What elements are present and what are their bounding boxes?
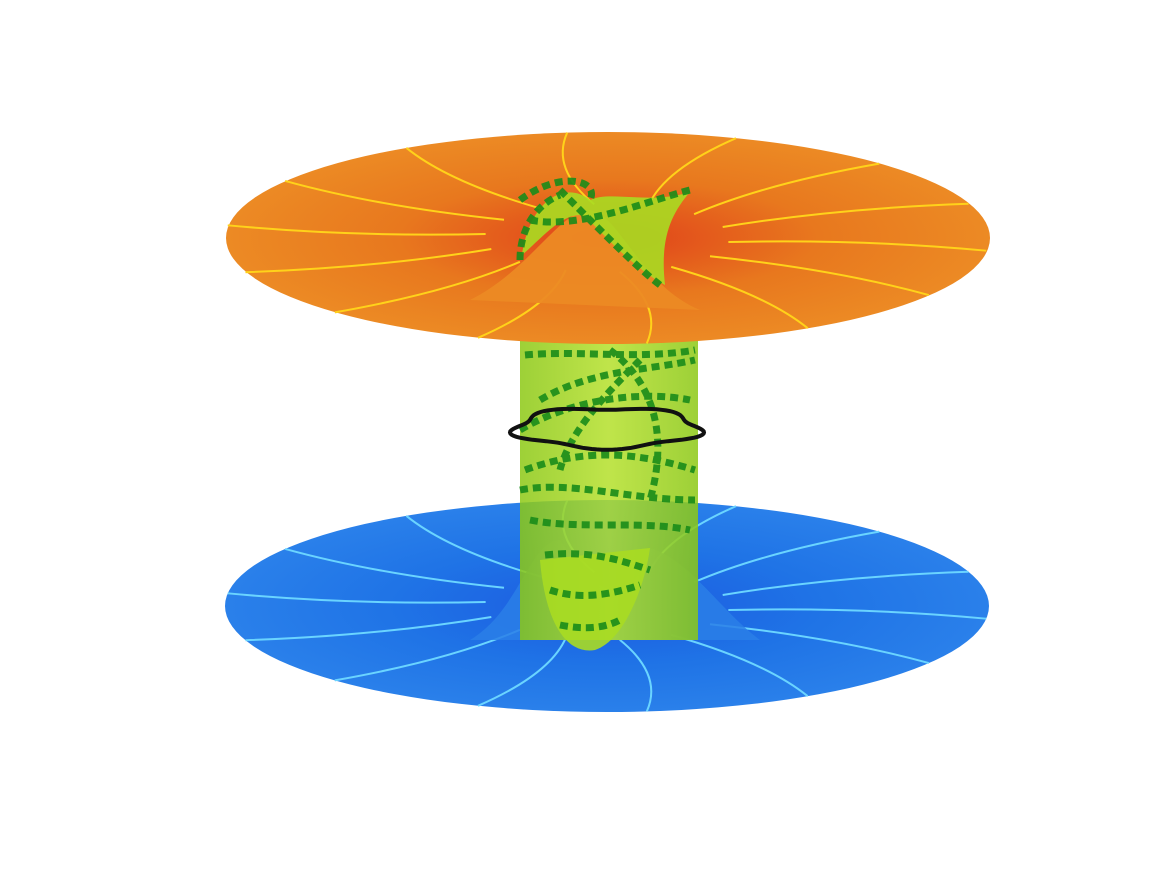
upper-radial-line (728, 240, 987, 252)
upper-funnel-peak (470, 210, 700, 310)
geodesic-curve-12 (548, 581, 642, 599)
geodesic-curve-11 (544, 550, 652, 574)
geodesic-curve-15 (607, 347, 662, 501)
upper-radial-lines (227, 132, 987, 344)
upper-throat-opening (522, 192, 690, 285)
upper-radial-line (670, 265, 809, 329)
geodesic-curve-9 (519, 483, 696, 504)
geodesic-curve-13 (559, 616, 622, 632)
upper-radial-line (709, 255, 930, 297)
lower-radial-line (245, 615, 492, 642)
lower-radial-line (227, 592, 486, 604)
lower-radial-line (693, 530, 880, 584)
waist-loop (507, 406, 707, 452)
upper-radial-line (405, 147, 544, 211)
upper-radial-line (561, 132, 595, 206)
upper-radial-line (693, 162, 880, 216)
lower-radial-line (722, 570, 969, 597)
geodesic-curve-7 (518, 392, 691, 434)
lower-radial-line (619, 638, 653, 712)
upper-radial-line (284, 179, 505, 221)
upper-radial-line (227, 224, 486, 236)
geodesic-curve-8 (523, 451, 697, 474)
lower-radial-line (284, 547, 505, 589)
lower-radial-line (670, 633, 809, 697)
upper-radial-line (722, 202, 969, 229)
geodesic-curve-1 (517, 177, 595, 203)
lower-radial-line (728, 608, 987, 620)
geodesic-curve-10 (529, 516, 691, 534)
upper-radial-line (334, 260, 521, 314)
geodesic-curve-2 (529, 186, 691, 226)
geodesic-curve-6 (538, 356, 696, 404)
lower-radial-line (477, 637, 567, 707)
geodesic-curves (516, 177, 697, 632)
upper-radial-line (245, 247, 492, 274)
geodesic-curve-4 (516, 191, 562, 261)
